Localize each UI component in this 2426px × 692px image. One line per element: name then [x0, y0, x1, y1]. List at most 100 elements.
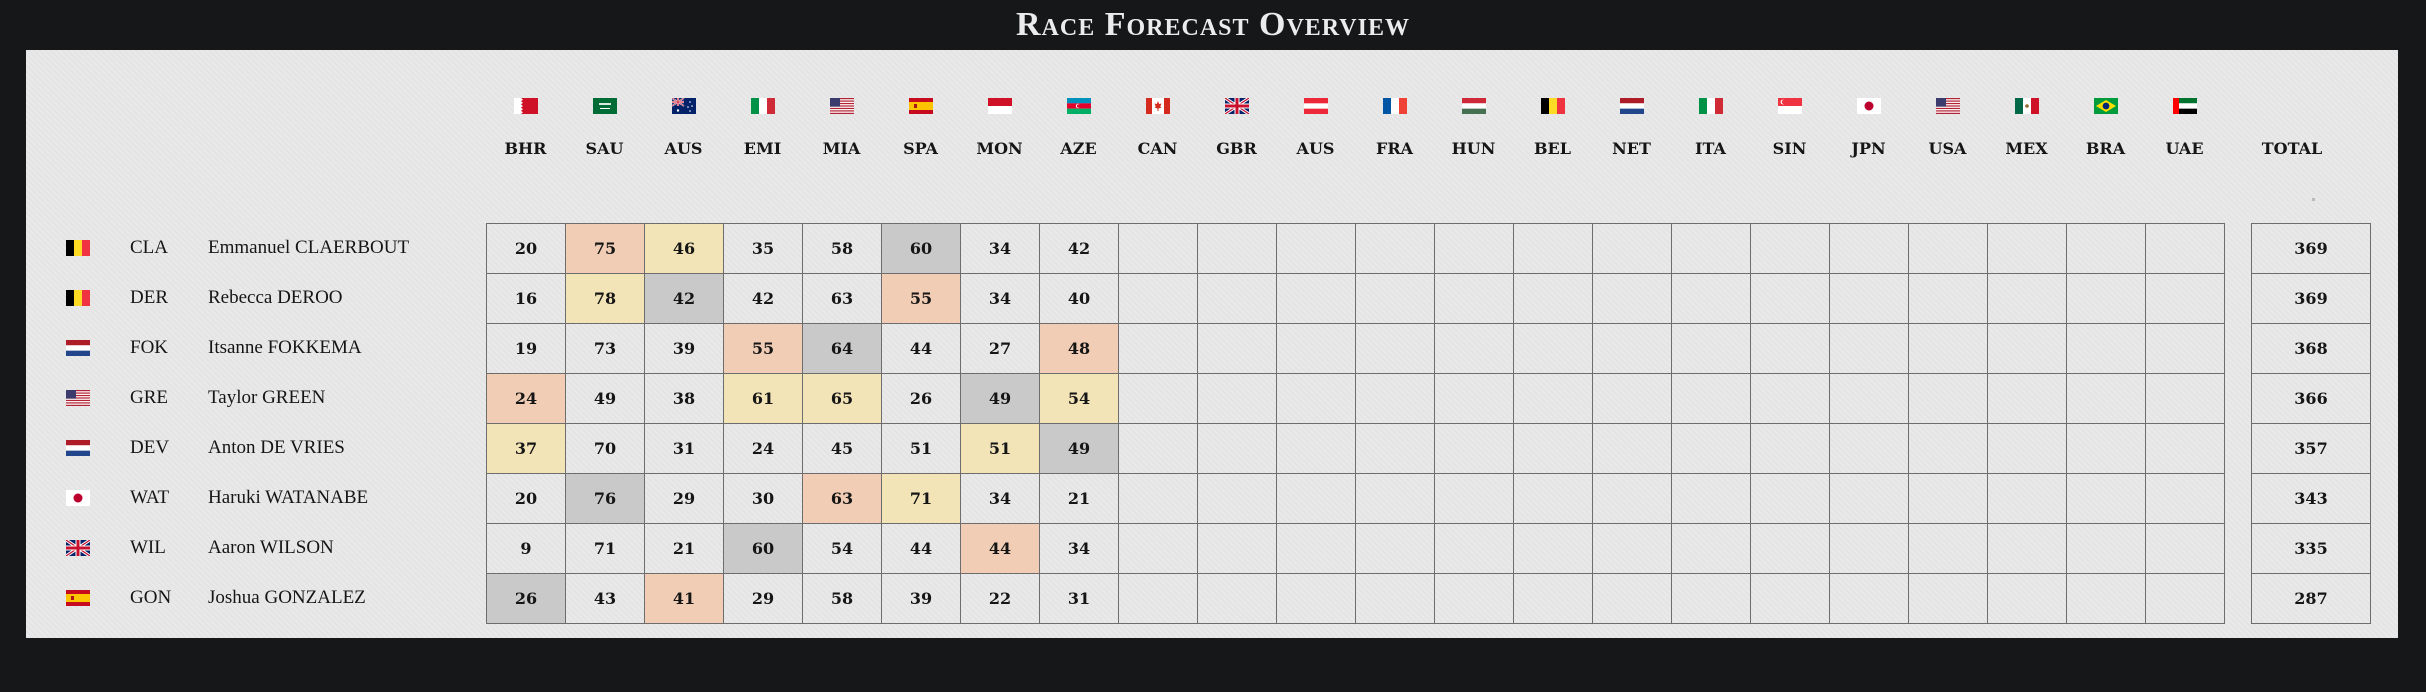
score-cell: 61	[723, 373, 803, 424]
score-cell: 63	[802, 273, 882, 324]
bahrain-flag-icon	[514, 98, 538, 114]
score-cell	[1355, 273, 1435, 324]
score-cell	[1118, 273, 1198, 324]
score-cell: 60	[881, 223, 961, 274]
total-cell: 369	[2251, 223, 2371, 274]
netherlands-flag-icon	[66, 340, 90, 356]
race-code: FRA	[1375, 139, 1414, 158]
score-cell	[2066, 523, 2146, 574]
score-cell	[1908, 423, 1988, 474]
score-cell: 63	[802, 473, 882, 524]
score-cell	[2145, 523, 2225, 574]
score-cell	[2066, 373, 2146, 424]
score-cell	[1908, 573, 1988, 624]
score-cell: 39	[644, 323, 724, 374]
score-cell	[2066, 473, 2146, 524]
score-cell	[1829, 373, 1909, 424]
total-header-marker	[2312, 198, 2315, 201]
score-cell: 24	[723, 423, 803, 474]
score-cell: 55	[723, 323, 803, 374]
race-code: AUS	[664, 139, 703, 158]
forecast-grid: 20 75 46 35 58 60 34 42 16 78 42 42 63 55 34 40 19 73 39 55…	[486, 223, 2225, 624]
score-cell	[1908, 273, 1988, 324]
score-cell	[1908, 523, 1988, 574]
score-cell	[2066, 423, 2146, 474]
score-cell: 60	[723, 523, 803, 574]
total-row: 366	[2251, 373, 2371, 424]
score-cell	[1987, 523, 2067, 574]
score-cell	[1355, 523, 1435, 574]
score-cell	[1987, 473, 2067, 524]
score-cell	[2066, 223, 2146, 274]
race-code: BRA	[2085, 139, 2126, 158]
table-row: 26 43 41 29 58 39 22 31	[486, 573, 2225, 624]
score-cell: 20	[486, 223, 566, 274]
forecast-panel: BHR SAU AUS EMI MIA SPA MON AZE CAN GBR AUS FRA HUN B…	[26, 50, 2398, 638]
total-row: 369	[2251, 273, 2371, 324]
score-cell	[2145, 223, 2225, 274]
score-cell: 41	[644, 573, 724, 624]
score-cell: 42	[644, 273, 724, 324]
score-cell	[2145, 473, 2225, 524]
score-cell: 49	[1039, 423, 1119, 474]
belgium-flag-icon	[66, 290, 90, 306]
score-cell	[1750, 223, 1830, 274]
race-code: HUN	[1451, 139, 1496, 158]
brazil-flag-icon	[2094, 98, 2118, 114]
score-cell	[1118, 473, 1198, 524]
score-cell	[1592, 323, 1672, 374]
score-cell	[1908, 473, 1988, 524]
score-cell	[1513, 323, 1593, 374]
score-cell: 34	[960, 273, 1040, 324]
score-cell: 44	[881, 323, 961, 374]
score-cell: 43	[565, 573, 645, 624]
score-cell	[1118, 323, 1198, 374]
score-cell: 76	[565, 473, 645, 524]
score-cell	[2145, 573, 2225, 624]
table-row: 20 75 46 35 58 60 34 42	[486, 223, 2225, 274]
driver-name: Taylor GREEN	[208, 387, 326, 408]
score-cell: 31	[1039, 573, 1119, 624]
score-cell	[1829, 573, 1909, 624]
score-cell	[1750, 373, 1830, 424]
score-cell	[1434, 273, 1514, 324]
score-cell	[1197, 523, 1277, 574]
score-cell: 75	[565, 223, 645, 274]
score-cell	[2066, 573, 2146, 624]
italy-flag-icon	[1699, 98, 1723, 114]
score-cell: 31	[644, 423, 724, 474]
total-cell: 357	[2251, 423, 2371, 474]
score-cell	[1276, 223, 1356, 274]
score-cell	[1829, 223, 1909, 274]
race-code: BEL	[1534, 139, 1571, 158]
score-cell	[1118, 423, 1198, 474]
race-code: AZE	[1060, 139, 1097, 158]
score-cell	[1750, 273, 1830, 324]
score-cell	[1197, 423, 1277, 474]
driver-row: GRE Taylor GREEN	[26, 373, 466, 423]
driver-row: FOK Itsanne FOKKEMA	[26, 323, 466, 373]
score-cell	[1434, 223, 1514, 274]
score-cell: 70	[565, 423, 645, 474]
japan-flag-icon	[66, 490, 90, 506]
uk-flag-icon	[1225, 98, 1249, 114]
score-cell	[1197, 373, 1277, 424]
score-cell	[2145, 423, 2225, 474]
score-cell: 38	[644, 373, 724, 424]
score-cell	[1434, 573, 1514, 624]
score-cell	[1592, 523, 1672, 574]
score-cell: 20	[486, 473, 566, 524]
score-cell	[1829, 273, 1909, 324]
usa-flag-icon	[830, 98, 854, 114]
driver-code: CLA	[130, 237, 168, 258]
score-cell: 39	[881, 573, 961, 624]
score-cell: 37	[486, 423, 566, 474]
driver-name: Emmanuel CLAERBOUT	[208, 237, 410, 258]
spain-flag-icon	[66, 590, 90, 606]
score-cell	[1197, 323, 1277, 374]
score-cell	[1276, 573, 1356, 624]
usa-flag-icon	[1936, 98, 1960, 114]
score-cell: 24	[486, 373, 566, 424]
score-cell	[1276, 323, 1356, 374]
table-row: 9 71 21 60 54 44 44 34	[486, 523, 2225, 574]
